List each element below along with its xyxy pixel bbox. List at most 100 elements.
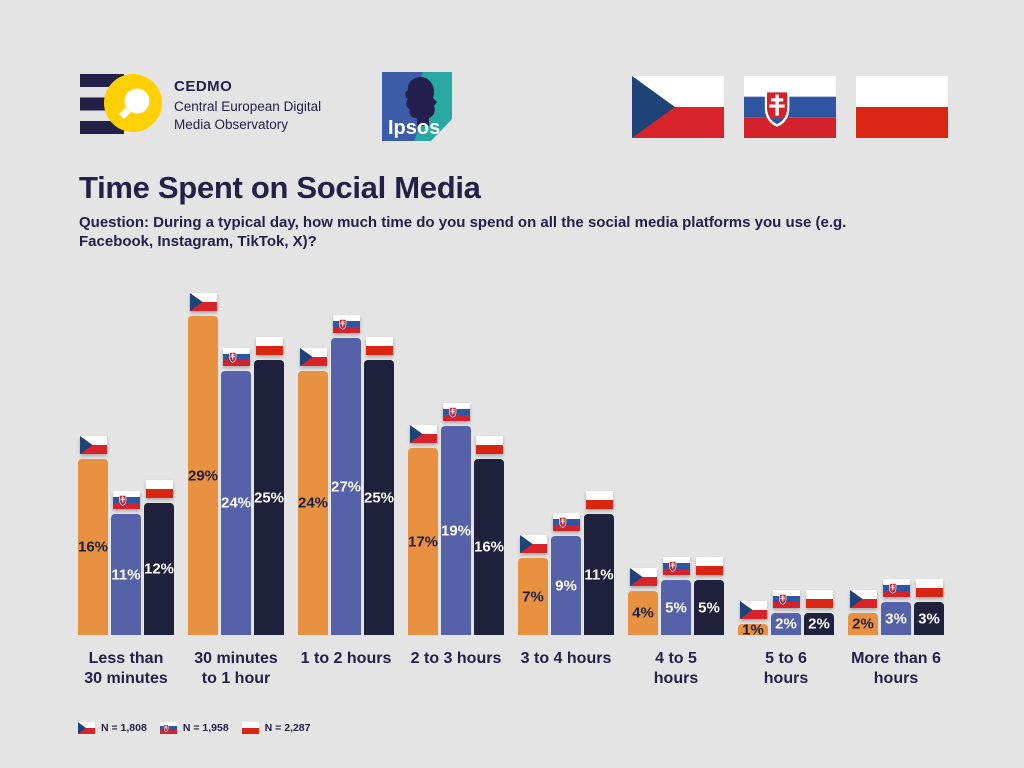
bar-value-label: 4% [632,604,654,622]
bar-value-label: 24% [297,494,329,512]
bar-pl-group1: 12% [144,503,174,635]
bar-cz-group1: 16% [78,459,108,635]
czech-flag-icon [739,601,767,619]
bar-sk-group3: 27% [331,338,361,635]
bar-value-label: 11% [584,566,614,583]
bar-value-label: 2% [808,615,830,633]
slovak-flag-icon [332,315,360,333]
cedmo-logo-icon [78,72,166,136]
polish-flag-icon [145,480,173,498]
legend-item-cz: N = 1,808 [78,722,147,734]
chart: 16% 11% 12% Less than 30 minutes 29% [78,288,944,689]
bar-value-label: 5% [698,599,720,616]
bar-sk-group1: 11% [111,514,141,635]
bar-cz-group5: 7% [518,558,548,635]
bar-value-label: 2% [852,615,874,633]
bar-value-label: 2% [775,615,797,633]
slovak-flag-icon [744,76,836,138]
bar-sk-group4: 19% [441,426,471,635]
question-subtitle-line1: Question: During a typical day, how much… [79,214,847,231]
bar-cluster: 29% 24% 25% [188,288,284,635]
bar-cz-group7: 1% [738,621,768,638]
bar-value-label: 11% [111,566,141,583]
bar-cluster: 24% 27% 25% [298,288,394,635]
bar-cluster: 1% 2% 2% [738,288,834,638]
bar-unit-cz: 17% [408,425,438,635]
chart-group-1: 16% 11% 12% Less than 30 minutes [78,288,174,689]
axis-category-label: More than 6 hours [851,650,941,687]
ipsos-logo-icon: Ipsos [382,72,452,141]
bar-unit-pl: 5% [694,557,724,635]
bar-pl-group6: 5% [694,580,724,635]
bar-pl-group5: 11% [584,514,614,635]
polish-flag-icon [475,436,503,454]
bar-unit-cz: 4% [628,568,658,635]
bar-sk-group5: 9% [551,536,581,635]
legend: N = 1,808 N = 1,958 N = 2,287 [78,722,310,734]
bar-value-label: 16% [77,538,109,556]
czech-flag-icon [299,348,327,366]
bar-unit-pl: 12% [144,480,174,635]
slovak-flag-icon [552,513,580,531]
czech-flag-icon [632,76,724,138]
czech-flag-icon [78,722,95,734]
cedmo-logo: CEDMO Central European Digital Media Obs… [78,72,321,136]
chart-group-7: 1% 2% 2% 5 to 6 hours [738,288,834,689]
polish-flag-icon [255,337,283,355]
chart-group-2: 29% 24% 25% 30 minutes to 1 hour [188,288,284,689]
bar-value-label: 1% [742,621,764,638]
bar-unit-cz: 2% [848,590,878,635]
bar-value-label: 24% [220,494,252,512]
bar-unit-sk: 5% [661,557,691,635]
bar-pl-group7: 2% [804,613,834,635]
legend-sample-size-label: N = 1,808 [101,722,147,734]
polish-flag-icon [365,337,393,355]
axis-category-label: 3 to 4 hours [520,650,612,667]
slovak-flag-icon [882,579,910,597]
bar-cluster: 7% 9% 11% [518,288,614,635]
chart-group-6: 4% 5% 5% 4 to 5 hours [628,288,724,689]
polish-flag-icon [856,76,948,138]
bar-cz-group4: 17% [408,448,438,635]
svg-text:Ipsos: Ipsos [388,117,440,139]
slovak-flag-icon [442,403,470,421]
bar-value-label: 27% [330,478,362,495]
bar-cluster: 17% 19% 16% [408,288,504,635]
bar-value-label: 17% [407,533,439,550]
axis-category-label: 4 to 5 hours [653,650,699,687]
czech-flag-icon [629,568,657,586]
bar-unit-pl: 25% [364,337,394,635]
legend-item-sk: N = 1,958 [159,722,229,734]
slovak-flag-icon [159,722,177,734]
bar-cluster: 16% 11% 12% [78,288,174,635]
bar-pl-group8: 3% [914,602,944,635]
slovak-flag-icon [772,590,800,608]
bar-sk-group7: 2% [771,613,801,635]
bar-value-label: 12% [143,560,175,578]
bar-unit-pl: 11% [584,491,614,635]
slovak-flag-icon [112,491,140,509]
czech-flag-icon [409,425,437,443]
slovak-flag-icon [222,348,250,366]
bar-value-label: 5% [665,599,687,616]
czech-flag-icon [849,590,877,608]
legend-sample-size-label: N = 1,958 [182,722,229,734]
chart-group-5: 7% 9% 11% 3 to 4 hours [518,288,614,689]
bar-unit-cz: 24% [298,348,328,635]
legend-sample-size-label: N = 2,287 [264,722,311,734]
bar-cz-group8: 2% [848,613,878,635]
bar-value-label: 25% [363,489,395,506]
bar-unit-cz: 1% [738,601,768,638]
bar-unit-pl: 25% [254,337,284,635]
bar-unit-sk: 19% [441,403,471,635]
cedmo-logo-text: CEDMO Central European Digital Media Obs… [174,72,321,134]
bar-sk-group6: 5% [661,580,691,635]
bar-cz-group3: 24% [298,371,328,635]
bar-unit-sk: 2% [771,590,801,635]
czech-flag-icon [79,436,107,454]
bar-value-label: 7% [522,588,544,605]
legend-item-pl: N = 2,287 [241,722,311,734]
bar-value-label: 3% [918,610,940,627]
chart-group-8: 2% 3% 3% More than 6 hours [848,288,944,689]
